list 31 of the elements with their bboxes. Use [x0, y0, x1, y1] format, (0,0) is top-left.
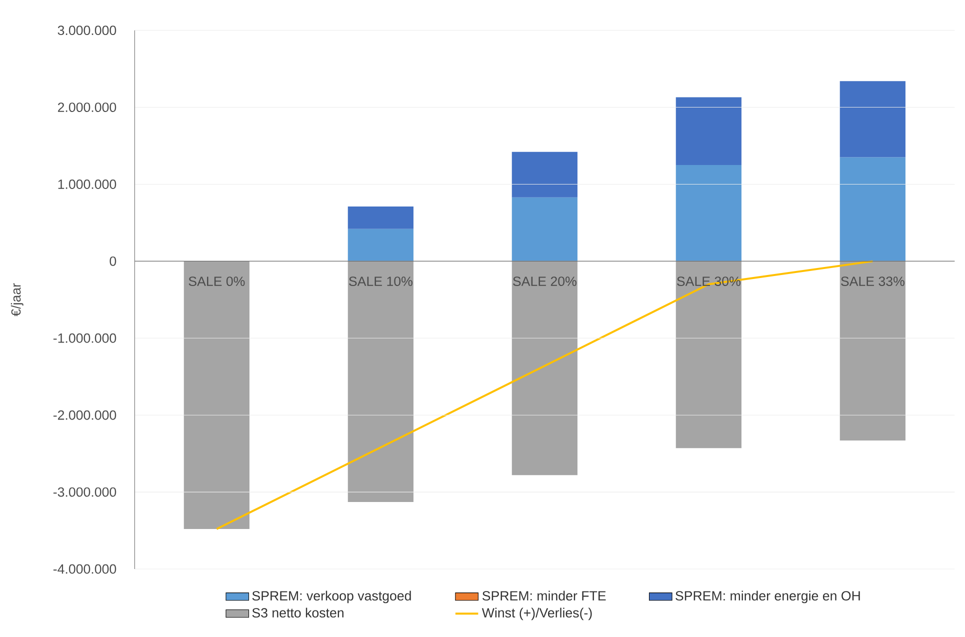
legend-label: Winst (+)/Verlies(-) [482, 608, 592, 620]
bar [676, 261, 742, 448]
legend-label: SPREM: minder FTE [482, 590, 606, 601]
y-axis-title: €/jaar [10, 283, 24, 316]
y-tick-label: 2.000.000 [58, 102, 116, 112]
x-tick-label: SALE 0% [188, 276, 245, 286]
bar [512, 152, 578, 198]
bar [512, 197, 578, 262]
bar [348, 228, 414, 262]
bar [348, 261, 414, 502]
y-tick-label: -1.000.000 [53, 333, 116, 343]
bar [840, 81, 906, 158]
y-tick-label: -3.000.000 [53, 487, 116, 497]
y-tick-label: 1.000.000 [58, 180, 116, 189]
legend-label: SPREM: verkoop vastgoed [252, 590, 411, 604]
bar [676, 165, 742, 262]
x-tick-label: SALE 33% [841, 276, 904, 286]
bar [840, 261, 906, 440]
bar [676, 97, 742, 166]
bar [184, 261, 250, 529]
y-tick-label: -4.000.000 [53, 564, 116, 574]
x-tick-label: SALE 10% [349, 276, 412, 286]
bar [512, 261, 578, 476]
legend-label: SPREM: minder energie en OH [676, 590, 860, 604]
x-tick-label: SALE 20% [513, 276, 576, 286]
bar [840, 157, 906, 262]
y-tick-label: -2.000.000 [53, 410, 116, 420]
y-tick-label: 3.000.000 [58, 26, 116, 36]
y-tick-label: 0 [110, 256, 116, 266]
legend-label: S3 netto kosten [252, 608, 344, 618]
bar [348, 206, 414, 229]
